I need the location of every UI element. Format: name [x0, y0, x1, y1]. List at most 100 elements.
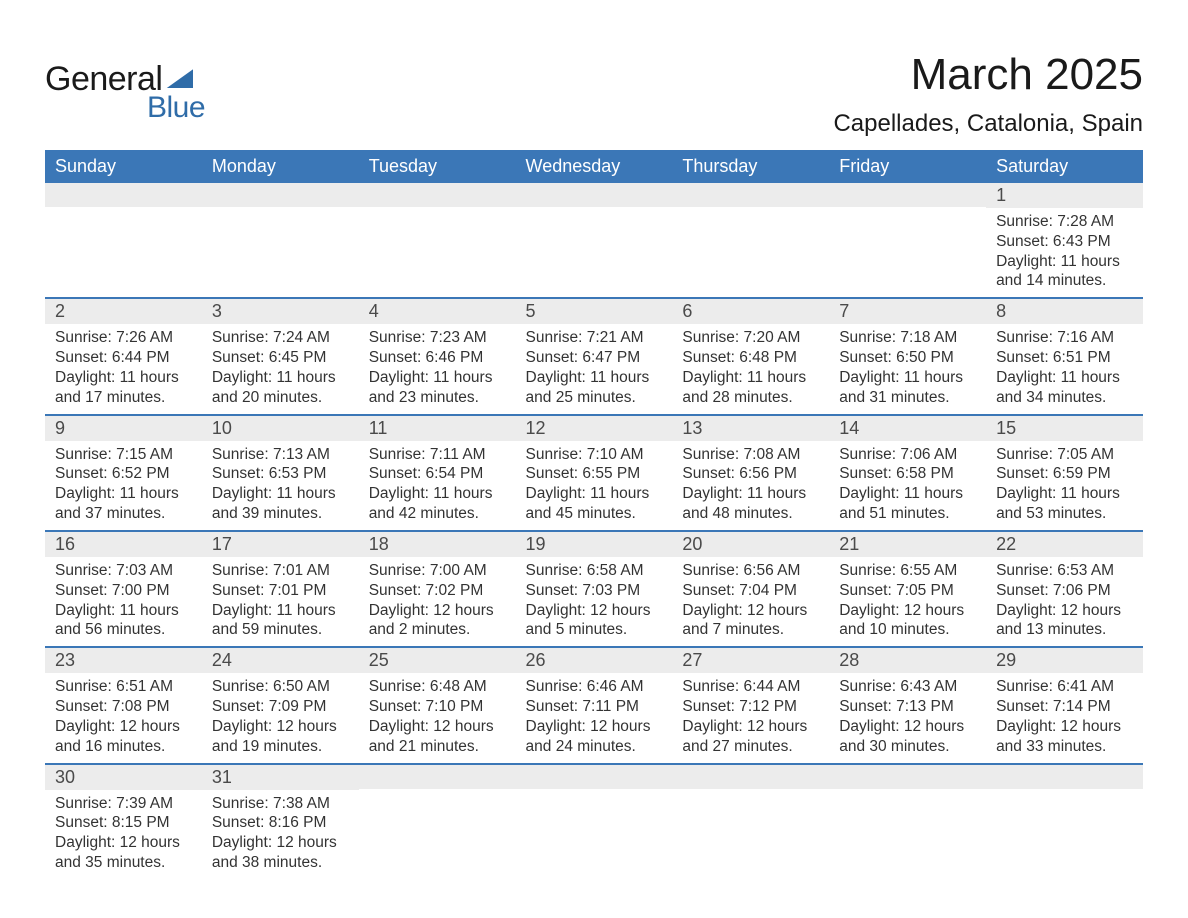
- sunset-text: Sunset: 6:50 PM: [839, 348, 976, 368]
- sunset-text: Sunset: 7:02 PM: [369, 581, 506, 601]
- calendar-cell: 18Sunrise: 7:00 AMSunset: 7:02 PMDayligh…: [359, 531, 516, 647]
- day-number: 3: [202, 299, 359, 324]
- daylight-text-1: Daylight: 11 hours: [212, 368, 349, 388]
- weekday-header: Tuesday: [359, 150, 516, 183]
- sunset-text: Sunset: 7:01 PM: [212, 581, 349, 601]
- day-number: 28: [829, 648, 986, 673]
- daylight-text-1: Daylight: 11 hours: [682, 484, 819, 504]
- sunrise-text: Sunrise: 7:28 AM: [996, 212, 1133, 232]
- daylight-text-2: and 21 minutes.: [369, 737, 506, 757]
- daylight-text-1: Daylight: 11 hours: [212, 601, 349, 621]
- day-details: Sunrise: 6:43 AMSunset: 7:13 PMDaylight:…: [829, 673, 986, 762]
- daylight-text-1: Daylight: 12 hours: [212, 833, 349, 853]
- calendar-cell: 28Sunrise: 6:43 AMSunset: 7:13 PMDayligh…: [829, 647, 986, 763]
- calendar-cell: 11Sunrise: 7:11 AMSunset: 6:54 PMDayligh…: [359, 415, 516, 531]
- sunrise-text: Sunrise: 7:18 AM: [839, 328, 976, 348]
- empty-day: [672, 765, 829, 789]
- calendar-cell: [672, 764, 829, 879]
- sunset-text: Sunset: 6:55 PM: [526, 464, 663, 484]
- day-number: 31: [202, 765, 359, 790]
- daylight-text-2: and 35 minutes.: [55, 853, 192, 873]
- daylight-text-1: Daylight: 11 hours: [55, 368, 192, 388]
- daylight-text-2: and 7 minutes.: [682, 620, 819, 640]
- day-number: 10: [202, 416, 359, 441]
- day-number: 26: [516, 648, 673, 673]
- day-number: 24: [202, 648, 359, 673]
- title-block: March 2025 Capellades, Catalonia, Spain: [833, 50, 1143, 138]
- calendar-cell: 8Sunrise: 7:16 AMSunset: 6:51 PMDaylight…: [986, 298, 1143, 414]
- daylight-text-2: and 33 minutes.: [996, 737, 1133, 757]
- calendar-cell: 25Sunrise: 6:48 AMSunset: 7:10 PMDayligh…: [359, 647, 516, 763]
- calendar-cell: 30Sunrise: 7:39 AMSunset: 8:15 PMDayligh…: [45, 764, 202, 879]
- day-details: Sunrise: 6:41 AMSunset: 7:14 PMDaylight:…: [986, 673, 1143, 762]
- logo-general-text: General: [45, 60, 162, 99]
- day-details: Sunrise: 7:16 AMSunset: 6:51 PMDaylight:…: [986, 324, 1143, 413]
- daylight-text-2: and 25 minutes.: [526, 388, 663, 408]
- sunrise-text: Sunrise: 7:08 AM: [682, 445, 819, 465]
- daylight-text-1: Daylight: 11 hours: [369, 484, 506, 504]
- sunset-text: Sunset: 6:44 PM: [55, 348, 192, 368]
- calendar-cell: 3Sunrise: 7:24 AMSunset: 6:45 PMDaylight…: [202, 298, 359, 414]
- calendar-week-row: 9Sunrise: 7:15 AMSunset: 6:52 PMDaylight…: [45, 415, 1143, 531]
- sunrise-text: Sunrise: 7:38 AM: [212, 794, 349, 814]
- calendar-cell: 12Sunrise: 7:10 AMSunset: 6:55 PMDayligh…: [516, 415, 673, 531]
- sunrise-text: Sunrise: 6:55 AM: [839, 561, 976, 581]
- sunset-text: Sunset: 8:15 PM: [55, 813, 192, 833]
- sunrise-text: Sunrise: 7:26 AM: [55, 328, 192, 348]
- daylight-text-1: Daylight: 11 hours: [996, 368, 1133, 388]
- daylight-text-1: Daylight: 11 hours: [996, 252, 1133, 272]
- sunrise-text: Sunrise: 7:16 AM: [996, 328, 1133, 348]
- daylight-text-2: and 5 minutes.: [526, 620, 663, 640]
- daylight-text-2: and 24 minutes.: [526, 737, 663, 757]
- sunset-text: Sunset: 6:45 PM: [212, 348, 349, 368]
- day-number: 14: [829, 416, 986, 441]
- sunrise-text: Sunrise: 6:43 AM: [839, 677, 976, 697]
- sunrise-text: Sunrise: 7:06 AM: [839, 445, 976, 465]
- day-details: Sunrise: 6:50 AMSunset: 7:09 PMDaylight:…: [202, 673, 359, 762]
- weekday-header: Wednesday: [516, 150, 673, 183]
- day-details: Sunrise: 7:11 AMSunset: 6:54 PMDaylight:…: [359, 441, 516, 530]
- calendar-cell: [359, 764, 516, 879]
- day-details: Sunrise: 7:39 AMSunset: 8:15 PMDaylight:…: [45, 790, 202, 879]
- weekday-header: Sunday: [45, 150, 202, 183]
- daylight-text-2: and 39 minutes.: [212, 504, 349, 524]
- sunset-text: Sunset: 6:59 PM: [996, 464, 1133, 484]
- daylight-text-1: Daylight: 11 hours: [682, 368, 819, 388]
- calendar-cell: 7Sunrise: 7:18 AMSunset: 6:50 PMDaylight…: [829, 298, 986, 414]
- day-number: 25: [359, 648, 516, 673]
- day-details: Sunrise: 6:58 AMSunset: 7:03 PMDaylight:…: [516, 557, 673, 646]
- day-details: Sunrise: 6:46 AMSunset: 7:11 PMDaylight:…: [516, 673, 673, 762]
- day-number: 7: [829, 299, 986, 324]
- calendar-cell: 10Sunrise: 7:13 AMSunset: 6:53 PMDayligh…: [202, 415, 359, 531]
- daylight-text-1: Daylight: 12 hours: [996, 601, 1133, 621]
- empty-day: [829, 183, 986, 207]
- daylight-text-2: and 14 minutes.: [996, 271, 1133, 291]
- calendar-cell: 1Sunrise: 7:28 AMSunset: 6:43 PMDaylight…: [986, 183, 1143, 298]
- daylight-text-2: and 37 minutes.: [55, 504, 192, 524]
- daylight-text-1: Daylight: 12 hours: [682, 601, 819, 621]
- calendar-cell: 19Sunrise: 6:58 AMSunset: 7:03 PMDayligh…: [516, 531, 673, 647]
- calendar-cell: [986, 764, 1143, 879]
- sunset-text: Sunset: 7:10 PM: [369, 697, 506, 717]
- daylight-text-1: Daylight: 11 hours: [526, 484, 663, 504]
- daylight-text-2: and 42 minutes.: [369, 504, 506, 524]
- daylight-text-1: Daylight: 12 hours: [996, 717, 1133, 737]
- daylight-text-1: Daylight: 12 hours: [55, 717, 192, 737]
- calendar-week-row: 16Sunrise: 7:03 AMSunset: 7:00 PMDayligh…: [45, 531, 1143, 647]
- day-details: Sunrise: 7:18 AMSunset: 6:50 PMDaylight:…: [829, 324, 986, 413]
- sunset-text: Sunset: 6:46 PM: [369, 348, 506, 368]
- day-number: 18: [359, 532, 516, 557]
- day-details: Sunrise: 7:38 AMSunset: 8:16 PMDaylight:…: [202, 790, 359, 879]
- daylight-text-2: and 31 minutes.: [839, 388, 976, 408]
- day-number: 9: [45, 416, 202, 441]
- day-details: Sunrise: 7:21 AMSunset: 6:47 PMDaylight:…: [516, 324, 673, 413]
- empty-day: [672, 183, 829, 207]
- day-details: Sunrise: 6:55 AMSunset: 7:05 PMDaylight:…: [829, 557, 986, 646]
- sunset-text: Sunset: 7:04 PM: [682, 581, 819, 601]
- daylight-text-2: and 56 minutes.: [55, 620, 192, 640]
- sunset-text: Sunset: 7:08 PM: [55, 697, 192, 717]
- sunrise-text: Sunrise: 6:51 AM: [55, 677, 192, 697]
- day-number: 30: [45, 765, 202, 790]
- day-number: 1: [986, 183, 1143, 208]
- empty-day: [202, 183, 359, 207]
